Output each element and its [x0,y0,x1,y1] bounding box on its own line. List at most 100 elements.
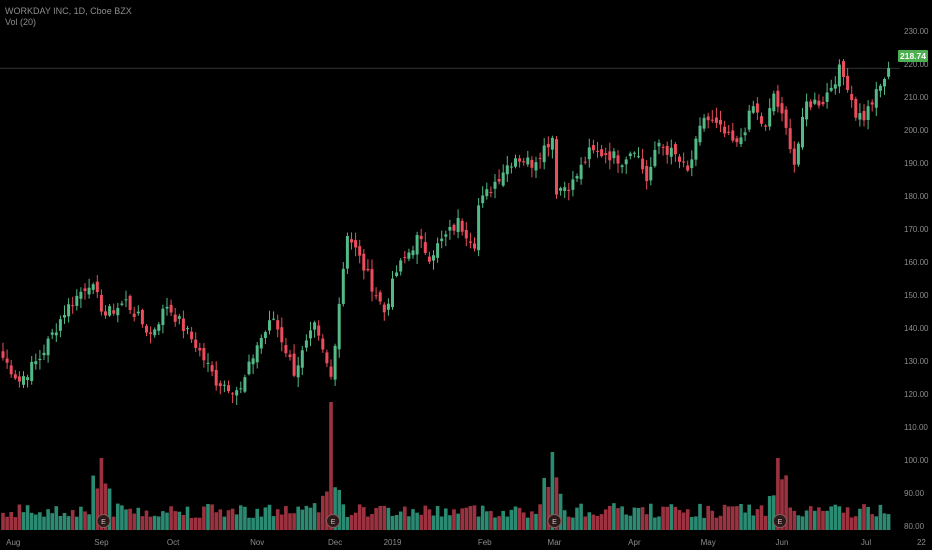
candle-body [481,195,485,204]
volume-bar [288,513,292,530]
volume-bar [394,514,399,530]
candle-body [768,108,772,127]
x-tick-label[interactable]: 2019 [384,538,402,547]
candle-body [1,351,5,358]
candle-body [776,90,780,107]
candle-body [157,324,161,331]
volume-indicator-label[interactable]: Vol (20) [5,17,37,27]
volume-bar [591,514,596,530]
candle-body [67,304,71,317]
x-tick-label[interactable]: May [701,538,716,547]
x-tick-label[interactable]: 22 [917,538,926,547]
x-tick-label[interactable]: Apr [628,538,641,547]
earnings-marker-label: E [101,519,106,526]
x-tick-label[interactable]: Dec [328,538,342,547]
candle-body [91,284,95,290]
candle-body [850,93,854,101]
candle-body [58,319,62,331]
volume-bar [370,514,374,530]
volume-bar [275,509,280,530]
volume-bar [886,514,891,530]
candle-body [292,353,296,376]
candle-body [46,338,50,356]
candle-body [452,224,456,231]
y-tick-label: 100.00 [904,456,929,465]
candle-body [690,159,694,168]
volume-bar [534,513,538,530]
volume-bar [870,514,874,530]
volume-bar [804,510,809,530]
volume-bar [546,486,551,530]
x-tick-label[interactable]: Nov [250,538,264,547]
candle-body [825,92,829,102]
candle-body [571,179,575,190]
volume-bar [825,510,829,530]
candle-body [555,139,558,195]
candle-body [423,242,427,254]
candle-body [169,304,173,313]
volume-bar [456,513,460,530]
y-tick-label: 110.00 [904,423,928,432]
volume-bar [849,517,854,530]
price-axis[interactable]: 80.00 90.00 100.00 110.00 120.00 130.00 140.00… [904,27,929,531]
volume-bar [390,515,395,530]
volume-bar [599,514,604,530]
earnings-marker[interactable] [326,514,341,528]
y-tick-label: 190.00 [904,159,929,168]
candle-body [649,166,653,181]
x-tick-label[interactable]: Jun [776,538,789,547]
x-tick-label[interactable]: Feb [478,538,492,547]
candle-body [714,117,718,123]
candle-body [181,318,185,331]
volume-bar [280,514,284,530]
time-axis[interactable]: Aug Sep Oct Nov Dec 2019 Feb Mar Apr May Jun Jul 22 [6,538,926,547]
volume-bar [152,515,157,530]
volume-bar [726,506,731,530]
volume-bar [62,512,67,530]
x-tick-label[interactable]: Jul [861,538,871,547]
x-tick-label[interactable]: Sep [94,538,109,547]
x-tick-label[interactable]: Oct [167,538,180,547]
candle-body [214,369,218,386]
volume-bar [66,516,71,530]
volume-bar [210,504,214,530]
volume-bar [854,516,858,530]
earnings-marker[interactable] [96,514,111,528]
candle-body [743,132,747,136]
candle-body [42,352,46,356]
candle-body [755,103,759,113]
volume-bar [341,504,346,530]
candle-body [546,144,550,148]
candle-body [682,161,686,163]
volume-bar [38,512,42,530]
volume-bar [468,506,473,530]
volume-bar [58,516,63,530]
volume-bar [567,516,571,530]
y-tick-label: 160.00 [904,258,929,267]
volume-bar [681,512,686,530]
candle-body [669,147,673,157]
candle-body [296,365,300,378]
candle-body [801,116,804,148]
candle-body [534,162,538,171]
candle-body [583,161,587,163]
candle-body [530,159,534,168]
candle-body [497,179,501,182]
volume-bar [653,517,657,530]
earnings-marker[interactable] [547,514,562,528]
volume-bar [79,506,83,530]
candle-body [153,329,157,336]
volume-bar [772,495,776,530]
volume-bar [17,504,22,530]
x-tick-label[interactable]: Mar [548,538,562,547]
volume-bar [255,508,259,530]
earnings-marker[interactable] [772,514,787,528]
candle-body [493,181,497,189]
candle-body [604,153,608,155]
x-tick-label[interactable]: Aug [6,538,20,547]
y-tick-label: 200.00 [904,126,929,135]
volume-bar [817,507,821,530]
candle-body [255,345,259,363]
